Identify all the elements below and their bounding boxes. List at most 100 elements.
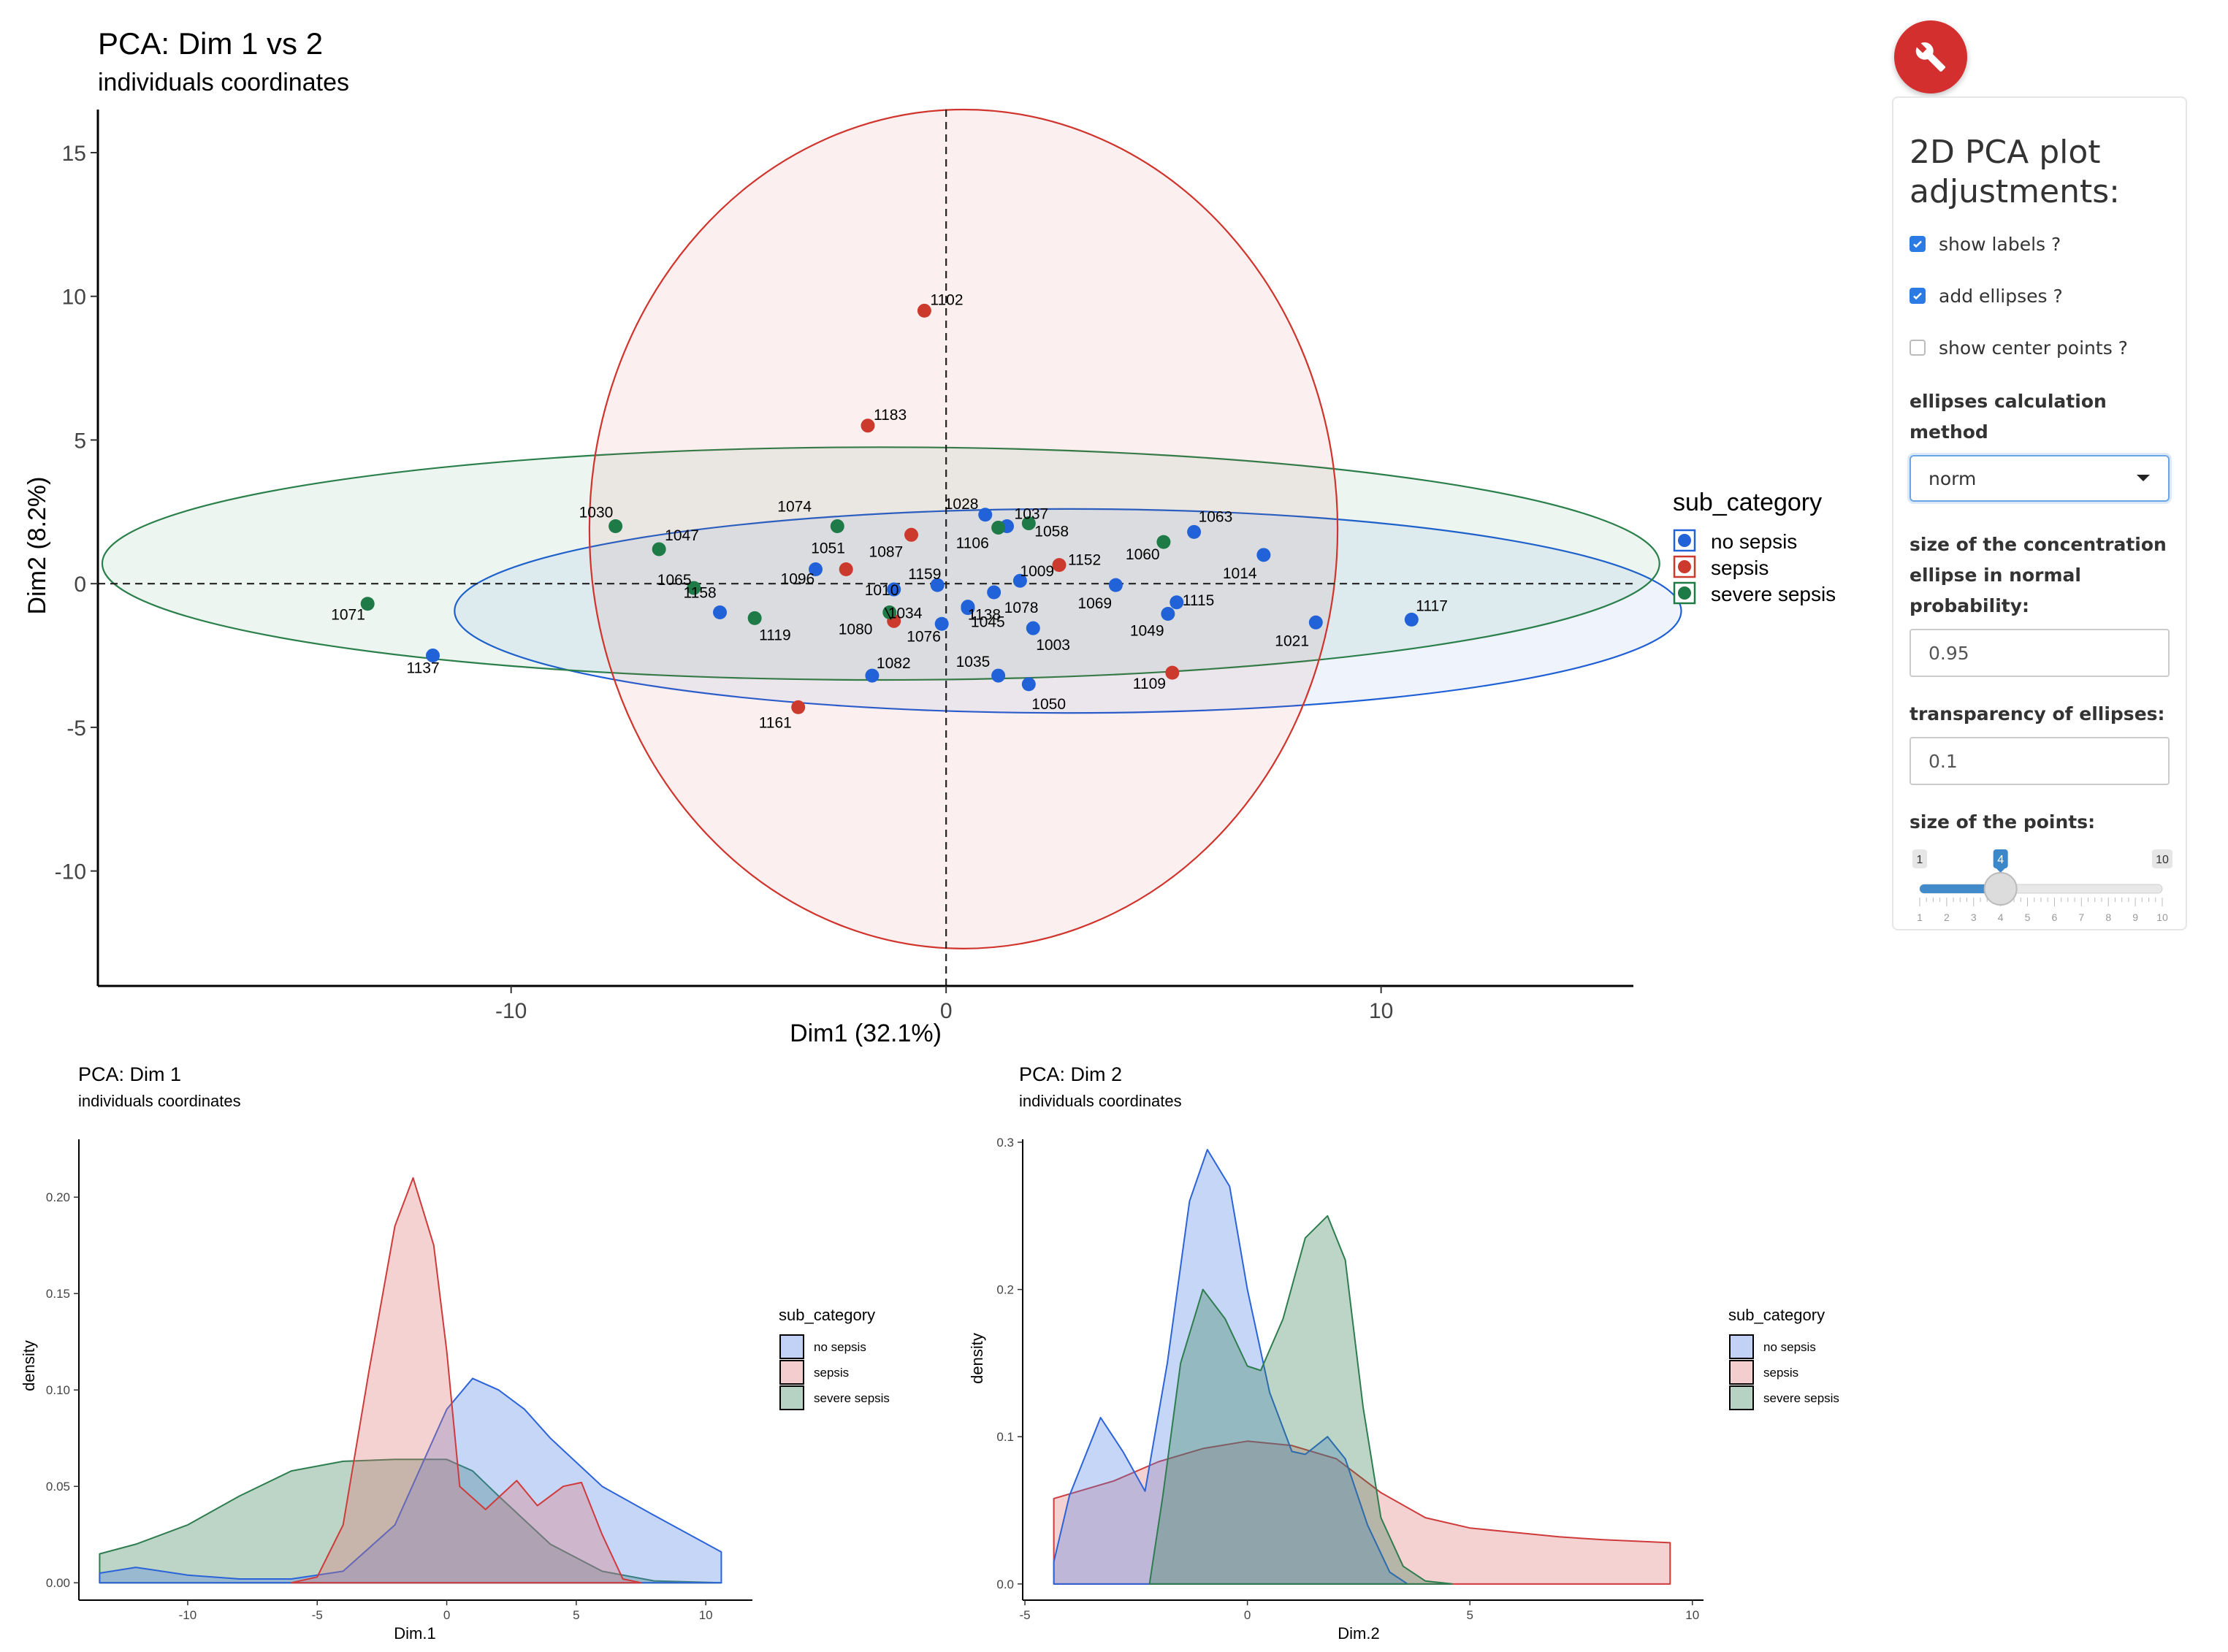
ellipse-size-input[interactable]: 0.95 xyxy=(1910,629,2170,677)
density-area-severe-sepsis xyxy=(99,1458,722,1584)
point-label-1102: 1102 xyxy=(930,291,963,308)
point-1045 xyxy=(961,601,975,616)
point-1087 xyxy=(904,527,919,542)
point-label-1082: 1082 xyxy=(877,655,911,672)
slider-tick-label: 6 xyxy=(2052,911,2058,923)
point-label-1138: 1138 xyxy=(968,607,1001,624)
y-tick-label: 10 xyxy=(62,286,86,310)
density-area-sepsis xyxy=(290,1177,642,1584)
slider-tick-label: 10 xyxy=(2156,911,2168,923)
point-size-slider-graphic[interactable]: 1 10 4 1 2 3 4 5 6 7 8 9 10 xyxy=(1910,845,2172,933)
legend-label-sepsis: sepsis xyxy=(814,1366,849,1380)
point-1119 xyxy=(747,611,762,625)
density-dim1-y-axis-label: density xyxy=(20,1340,38,1391)
ellipse-method-value: norm xyxy=(1928,467,1977,489)
show-labels-checkbox[interactable]: show labels ? xyxy=(1910,231,2170,257)
slider-tick-label: 2 xyxy=(1944,911,1950,923)
y-tick-label: 0.3 xyxy=(996,1136,1014,1150)
pca-title: PCA: Dim 1 vs 2 xyxy=(98,26,323,61)
point-label-1080: 1080 xyxy=(839,622,873,638)
checkbox-unchecked-icon[interactable] xyxy=(1910,340,1926,356)
slider-handle[interactable] xyxy=(1983,872,2018,906)
density-area-sepsis xyxy=(1053,1440,1671,1585)
y-tick-label: 0.15 xyxy=(46,1287,70,1301)
transparency-input[interactable]: 0.1 xyxy=(1910,737,2170,785)
point-label-1058: 1058 xyxy=(1034,524,1069,540)
point-1028 xyxy=(978,508,993,522)
density-dim2-subtitle: individuals coordinates xyxy=(1019,1092,1182,1110)
ellipse-method-label: ellipses calculation method xyxy=(1910,391,2107,443)
ellipse-size-label: size of the concentration ellipse in nor… xyxy=(1910,534,2167,616)
point-1063 xyxy=(1187,524,1202,539)
pca-legend-title: sub_category xyxy=(1673,489,1822,516)
show-center-points-label: show center points ? xyxy=(1939,337,2128,359)
point-1060 xyxy=(1156,535,1171,549)
density-dim1-axes: -10 -5 0 5 10 0.00 0.05 0.10 0.15 0.20 xyxy=(46,1139,752,1622)
density-dim1-chart: PCA: Dim 1 individuals coordinates -10 -5… xyxy=(20,1063,890,1643)
legend-label-no-sepsis: no sepsis xyxy=(814,1340,866,1354)
checkbox-checked-icon[interactable] xyxy=(1910,288,1926,304)
point-1115 xyxy=(1170,595,1184,610)
point-label-1063: 1063 xyxy=(1199,508,1233,525)
point-label-1009: 1009 xyxy=(1020,563,1054,580)
y-tick-label: 0.00 xyxy=(46,1576,70,1590)
point-1030 xyxy=(608,519,623,533)
density-dim1-x-axis-label: Dim.1 xyxy=(394,1624,435,1643)
pca-subtitle: individuals coordinates xyxy=(98,69,349,96)
density-dim2-y-axis-label: density xyxy=(968,1333,986,1384)
pca-scatter-chart: PCA: Dim 1 vs 2 individuals coordinates … xyxy=(23,26,1836,1047)
point-size-slider[interactable]: 1 10 4 1 2 3 4 5 6 7 8 9 10 xyxy=(1910,845,2172,933)
point-1137 xyxy=(426,649,440,663)
density-area-severe-sepsis xyxy=(1148,1215,1453,1585)
point-label-1035: 1035 xyxy=(956,654,991,670)
ellipse-sepsis xyxy=(588,108,1339,949)
checkmark-icon xyxy=(1913,292,1922,300)
density-dim2-areas xyxy=(1053,1149,1671,1585)
settings-title: 2D PCA plot adjustments: xyxy=(1910,134,2120,210)
x-tick-label: 0 xyxy=(940,999,953,1023)
point-label-1003: 1003 xyxy=(1036,637,1070,654)
density-dim2-x-axis-label: Dim.2 xyxy=(1338,1624,1379,1643)
checkbox-checked-icon[interactable] xyxy=(1910,236,1926,252)
density-area-no-sepsis xyxy=(99,1377,722,1584)
point-label-1076: 1076 xyxy=(907,628,941,645)
ellipse-size-value: 0.95 xyxy=(1928,642,1969,664)
ellipse-method-select[interactable]: norm xyxy=(1910,455,2170,502)
point-1047 xyxy=(652,542,666,557)
point-1071 xyxy=(360,597,375,611)
y-tick-label: 0 xyxy=(74,573,86,597)
density-dim2-axes: -5 0 5 10 0.0 0.1 0.2 0.3 xyxy=(996,1136,1704,1622)
legend-key-no-sepsis xyxy=(1729,1334,1754,1359)
x-tick-label: 10 xyxy=(699,1608,713,1622)
x-tick-label: -5 xyxy=(1019,1608,1030,1622)
legend-label-sepsis: sepsis xyxy=(1763,1366,1798,1380)
point-label-1051: 1051 xyxy=(811,540,845,557)
slider-tick-label: 5 xyxy=(2025,911,2031,923)
ellipse-no-sepsis xyxy=(454,508,1682,714)
y-tick-label: 0.05 xyxy=(46,1480,70,1494)
x-tick-label: 5 xyxy=(573,1608,579,1622)
pca-reference-lines xyxy=(98,110,1633,986)
legend-label-no-sepsis: no sepsis xyxy=(1711,530,1797,553)
point-1050 xyxy=(1021,677,1036,692)
point-1159 xyxy=(930,578,945,592)
point-1049 xyxy=(1161,606,1175,621)
show-center-points-checkbox[interactable]: show center points ? xyxy=(1910,334,2170,361)
point-1152 xyxy=(1052,558,1067,573)
add-ellipses-checkbox[interactable]: add ellipses ? xyxy=(1910,283,2170,309)
density-dim1-title: PCA: Dim 1 xyxy=(78,1063,181,1085)
point-1096 xyxy=(809,562,823,577)
density-dim2-title: PCA: Dim 2 xyxy=(1019,1063,1122,1085)
point-label-1087: 1087 xyxy=(869,543,904,560)
point-label-1078: 1078 xyxy=(1004,600,1039,616)
legend-label-no-sepsis: no sepsis xyxy=(1763,1340,1816,1354)
point-label-1034: 1034 xyxy=(888,605,923,622)
legend-key-sepsis xyxy=(779,1360,804,1385)
point-label-1010: 1010 xyxy=(865,582,899,599)
point-label-1115: 1115 xyxy=(1183,592,1215,609)
pca-legend: sub_category no sepsis sepsis severe sepsi… xyxy=(1673,489,1836,605)
settings-toggle-button[interactable] xyxy=(1894,20,1967,93)
pca-y-axis-label: Dim2 (8.2%) xyxy=(23,477,51,615)
point-1035 xyxy=(991,668,1006,683)
point-label-1069: 1069 xyxy=(1077,595,1112,612)
